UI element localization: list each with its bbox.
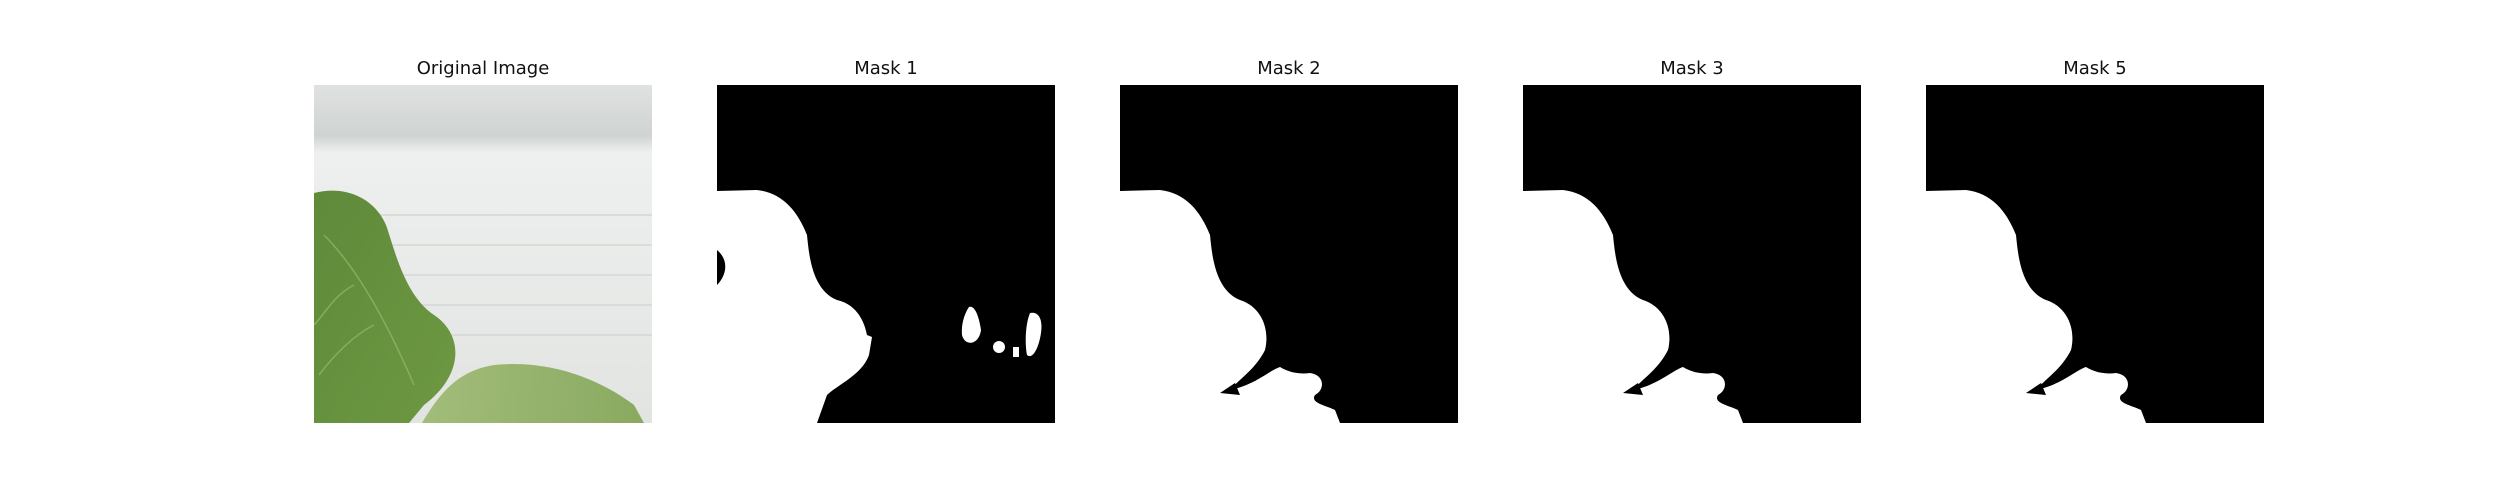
mask-blob [961,306,981,343]
mask-blob [993,341,1005,353]
panel-title: Mask 2 [1257,58,1321,79]
panel-mask-2: Mask 2 [1120,0,1458,500]
mask-5-image [1926,85,2264,423]
mask-1-image [717,85,1055,423]
panel-original-image: Original Image [314,0,652,500]
panel-title: Mask 3 [1660,58,1724,79]
mask-leaf-region [1120,190,1340,423]
mask-blob [1025,312,1042,357]
leaf-left [314,190,456,423]
panel-title: Mask 1 [854,58,918,79]
mask-2-image [1120,85,1458,423]
mask-leaf-region [1926,190,2146,423]
panel-title: Original Image [416,58,550,79]
mask-leaf-region [1523,190,1743,423]
original-image [314,85,652,423]
mask-leaf-region [717,190,872,423]
panel-title: Mask 5 [2063,58,2127,79]
panel-mask-3: Mask 3 [1523,0,1861,500]
mask-3-image [1523,85,1861,423]
leaf-bottom [422,364,644,423]
panel-mask-1: Mask 1 [717,0,1055,500]
panel-mask-5: Mask 5 [1926,0,2264,500]
mask-speck [770,377,775,381]
